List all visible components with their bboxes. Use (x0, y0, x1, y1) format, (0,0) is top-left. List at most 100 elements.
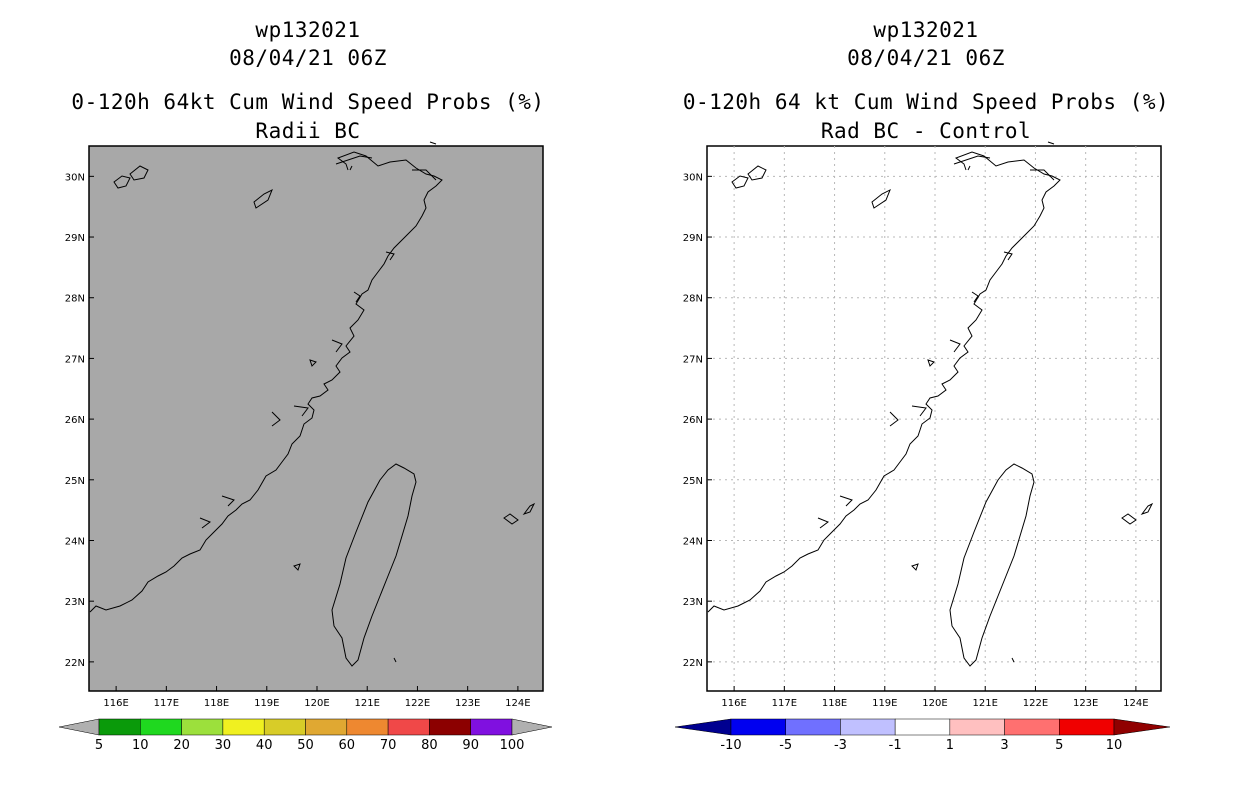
lon-tick-label: 116E (721, 698, 746, 709)
colorbar-swatch (1004, 718, 1060, 736)
colorbar-label: -1 (889, 738, 902, 753)
taiwan-outline (331, 463, 417, 667)
colorbar-swatch (346, 718, 389, 736)
right-coastline (707, 141, 1154, 667)
coastline-segment (129, 165, 149, 181)
left-coastline (89, 141, 536, 667)
colorbar-swatch (222, 718, 265, 736)
islet-outline (503, 513, 519, 525)
coastline-segment (817, 517, 830, 529)
lon-tick-label: 122E (405, 698, 430, 709)
lon-tick-label: 123E (455, 698, 480, 709)
left-title-storm-id: wp132021 (255, 18, 361, 42)
coastline-segment (1030, 169, 1055, 181)
coastline-segment (747, 165, 767, 181)
lat-tick-label: 30N (65, 172, 85, 183)
lat-tick-label: 24N (65, 536, 85, 547)
lon-tick-label: 122E (1023, 698, 1048, 709)
lat-tick-label: 29N (683, 233, 703, 244)
colorbar-arrow-low (674, 718, 732, 736)
colorbar-label: 80 (421, 738, 438, 753)
colorbar-swatch (98, 718, 141, 736)
colorbar-arrow-high (1113, 718, 1171, 736)
colorbar-label: 10 (132, 738, 149, 753)
left-lon-labels: 116E 117E 118E 119E 120E 121E 122E 123E 124E (103, 686, 531, 709)
coastline-segment (1047, 141, 1055, 145)
colorbar-label: 30 (215, 738, 232, 753)
coastline-segment (412, 169, 437, 181)
colorbar-swatch (140, 718, 182, 736)
right-title-storm-id: wp132021 (873, 18, 979, 42)
colorbar-label: 90 (462, 738, 479, 753)
coastline-segment (385, 251, 395, 261)
coastline-segment (221, 495, 235, 507)
lat-tick-label: 30N (683, 172, 703, 183)
islet-outline (1140, 502, 1154, 515)
mainland-coastline (707, 151, 1061, 613)
colorbar-label: 50 (297, 738, 314, 753)
lon-tick-label: 124E (505, 698, 530, 709)
left-colorbar: 5 10 20 30 40 50 60 70 80 90 100 (58, 718, 553, 753)
coastline-segment (429, 141, 437, 145)
coastline-segment (953, 155, 991, 165)
colorbar-swatch (429, 718, 471, 736)
lon-tick-label: 119E (872, 698, 897, 709)
colorbar-swatch (730, 718, 786, 736)
colorbar-swatch (785, 718, 841, 736)
islet-outline (293, 563, 301, 571)
coastline-segment (927, 359, 935, 367)
mainland-coastline (89, 151, 443, 613)
coastline-segment (971, 291, 979, 303)
colorbar-label: 100 (500, 738, 525, 753)
right-title-datetime: 08/04/21 06Z (847, 46, 1005, 70)
right-lat-labels: 30N 29N 28N 27N 26N 25N 24N 23N 22N (683, 172, 712, 669)
right-map-panel: 116E 117E 118E 119E 120E 121E 122E 123E 124E 30N… (683, 141, 1162, 709)
coastline-segment (253, 188, 273, 209)
colorbar-swatch (894, 718, 951, 736)
lat-tick-label: 25N (683, 476, 703, 487)
coastline-segment (731, 175, 749, 189)
colorbar-label: 20 (173, 738, 190, 753)
lon-tick-label: 120E (922, 698, 947, 709)
lon-tick-label: 116E (103, 698, 128, 709)
islet-outline (1011, 657, 1015, 663)
coastline-segment (199, 517, 212, 529)
lon-tick-label: 119E (254, 698, 279, 709)
right-title-subtitle: Rad BC - Control (820, 119, 1032, 143)
colorbar-label: 60 (339, 738, 356, 753)
lon-tick-label: 124E (1123, 698, 1148, 709)
colorbar-label: 5 (95, 738, 103, 753)
colorbar-label: -3 (834, 738, 847, 753)
lat-tick-label: 23N (65, 597, 85, 608)
colorbar-swatch (840, 718, 896, 736)
colorbar-label: 3 (1000, 738, 1008, 753)
lon-tick-label: 117E (154, 698, 179, 709)
lat-tick-label: 28N (683, 294, 703, 305)
colorbar-swatch (949, 718, 1005, 736)
lat-tick-label: 23N (683, 597, 703, 608)
coastline-segment (839, 495, 853, 507)
lon-tick-label: 118E (822, 698, 847, 709)
colorbar-arrow-high (511, 718, 553, 736)
coastline-segment (1003, 251, 1013, 261)
lon-tick-label: 121E (973, 698, 998, 709)
colorbar-label: 5 (1055, 738, 1063, 753)
lon-tick-label: 121E (355, 698, 380, 709)
coastline-segment (871, 188, 891, 209)
lat-tick-label: 27N (683, 354, 703, 365)
coastline-segment (889, 411, 899, 427)
coastline-segment (335, 155, 373, 165)
coastline-segment (331, 339, 343, 353)
islet-outline (522, 502, 536, 515)
lat-tick-label: 25N (65, 476, 85, 487)
lat-tick-label: 22N (65, 658, 85, 669)
colorbar-label: -10 (720, 738, 741, 753)
lon-tick-label: 120E (304, 698, 329, 709)
coastline-segment (349, 165, 353, 171)
lat-tick-label: 24N (683, 536, 703, 547)
coastline-segment (967, 165, 971, 171)
islet-outline (911, 563, 919, 571)
colorbar-label: 10 (1106, 738, 1123, 753)
left-title-subtitle: Radii BC (255, 119, 361, 143)
coastline-segment (293, 405, 309, 417)
